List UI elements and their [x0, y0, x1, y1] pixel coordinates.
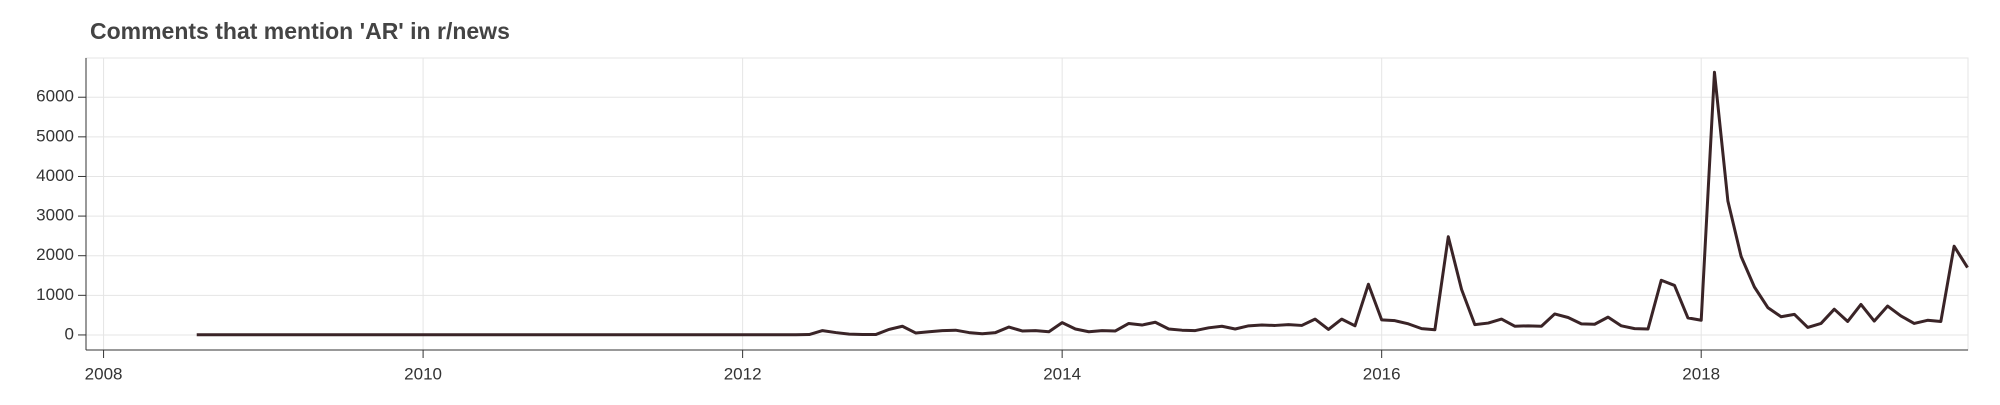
x-tick-label: 2008	[85, 364, 123, 383]
x-tick-label: 2014	[1043, 364, 1081, 383]
y-tick-label: 5000	[36, 126, 74, 145]
y-tick-label: 4000	[36, 166, 74, 185]
y-tick-label: 2000	[36, 245, 74, 264]
x-tick-label: 2010	[404, 364, 442, 383]
x-tick-label: 2016	[1363, 364, 1401, 383]
x-tick-label: 2018	[1682, 364, 1720, 383]
y-tick-label: 6000	[36, 87, 74, 106]
plot-outline	[85, 57, 1969, 351]
chart-title: Comments that mention 'AR' in r/news	[90, 18, 510, 44]
data-line	[196, 70, 1969, 337]
y-tick-label: 1000	[36, 285, 74, 304]
y-tick-label: 3000	[36, 206, 74, 225]
x-tick-label: 2012	[724, 364, 762, 383]
y-tick-label: 0	[65, 324, 74, 343]
